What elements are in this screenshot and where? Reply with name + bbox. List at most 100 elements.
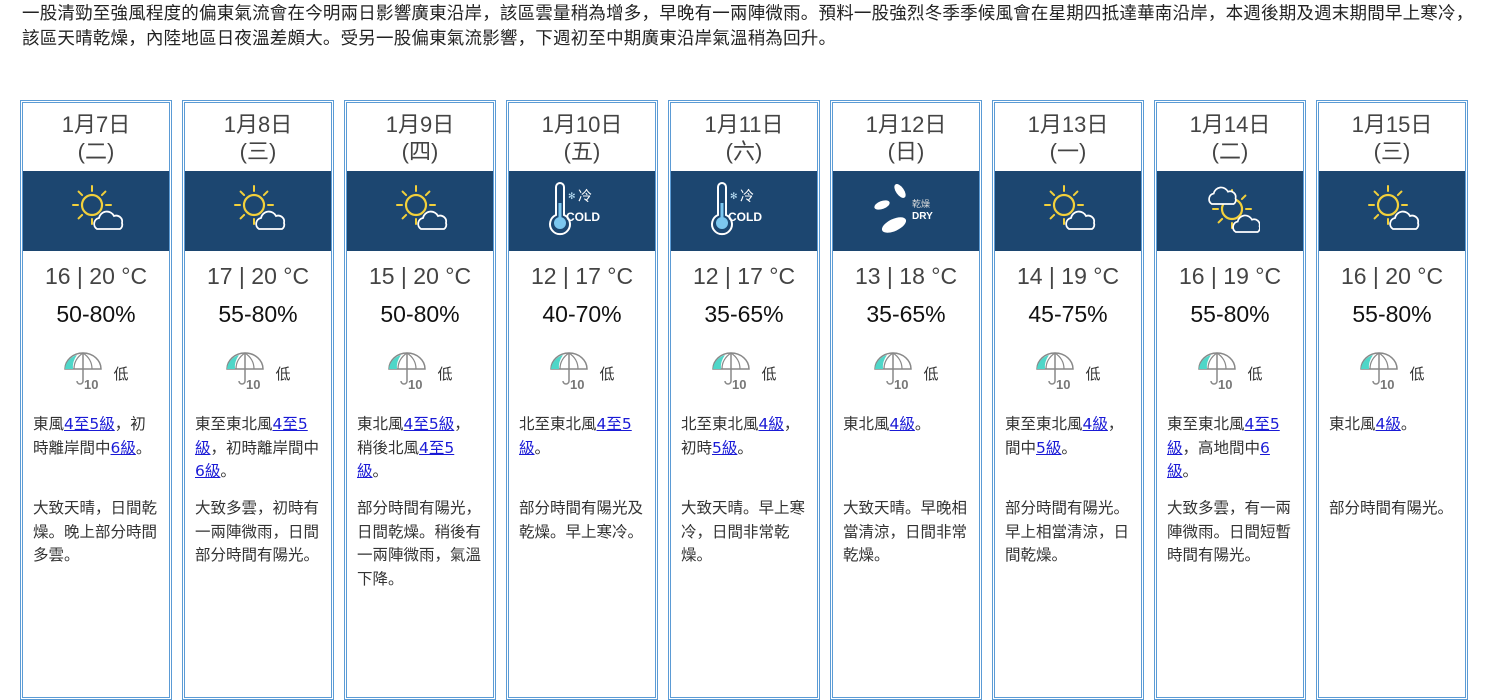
wind-text: 東至東北風 bbox=[1167, 415, 1245, 433]
date-label: 1月11日 bbox=[704, 112, 784, 137]
wind-force-link[interactable]: 6級 bbox=[110, 438, 136, 457]
umbrella-icon: 10 bbox=[387, 351, 431, 395]
psr-level: 低 bbox=[1247, 364, 1263, 383]
umbrella-icon: 10 bbox=[873, 351, 917, 395]
forecast-date: 1月11日 (六) bbox=[671, 103, 817, 171]
svg-text:10: 10 bbox=[1380, 377, 1394, 391]
psr-level: 低 bbox=[113, 364, 129, 383]
forecast-day-card: 1月10日 (五) ✻ 冷 COLD 12 | 17 °C 40-70% 10 低 北至… bbox=[506, 100, 658, 700]
wind-text: 。 bbox=[372, 462, 389, 480]
forecast-summary: 一股清勁至強風程度的偏東氣流會在今明兩日影響廣東沿岸，該區雲量稍為增多，早晚有一… bbox=[22, 4, 1474, 49]
svg-text:10: 10 bbox=[408, 377, 422, 391]
svg-text:COLD: COLD bbox=[728, 210, 762, 224]
wind-force-link[interactable]: 4至5級 bbox=[403, 415, 455, 433]
wind-text: ，初時 bbox=[681, 415, 800, 457]
temperature-range: 12 | 17 °C bbox=[692, 263, 796, 289]
weekday-label: (一) bbox=[1049, 139, 1087, 164]
humidity-range: 55-80% bbox=[1190, 301, 1270, 327]
rain-probability: 10 低 bbox=[1319, 351, 1465, 395]
wind-force-link[interactable]: 4級 bbox=[889, 415, 915, 433]
sunny-periods-icon bbox=[228, 179, 288, 243]
rain-probability: 10 低 bbox=[185, 351, 331, 395]
forecast-date: 1月13日 (一) bbox=[995, 103, 1141, 171]
mostly-cloudy-icon bbox=[1200, 179, 1261, 243]
weather-icon-band bbox=[1157, 171, 1303, 251]
humidity-range: 55-80% bbox=[218, 301, 298, 327]
forecast-day-card: 1月8日 (三) 17 | 20 °C 55-80% 10 低 東至東北風4至5級，… bbox=[182, 100, 334, 700]
forecast-day-card: 1月13日 (一) 14 | 19 °C 45-75% 10 低 東至東北風4級，間… bbox=[992, 100, 1144, 700]
temperature-range: 16 | 20 °C bbox=[44, 263, 148, 289]
wind-force-link[interactable]: 4至5級 bbox=[64, 415, 115, 433]
wind-text: ，初時離岸間中 bbox=[210, 438, 320, 457]
rain-probability: 10 低 bbox=[1157, 351, 1303, 395]
date-label: 1月10日 bbox=[541, 112, 623, 137]
weather-description: 部分時間有陽光。早上相當清涼，日間乾燥。 bbox=[1005, 499, 1130, 564]
svg-text:10: 10 bbox=[732, 377, 746, 391]
wind-text: 東風 bbox=[33, 415, 65, 433]
umbrella-icon: 10 bbox=[1359, 351, 1403, 395]
wind-forecast: 北至東北風4至5級。 bbox=[519, 413, 647, 485]
umbrella-icon: 10 bbox=[549, 351, 593, 395]
svg-text:10: 10 bbox=[570, 377, 584, 391]
wind-force-link[interactable]: 4級 bbox=[758, 415, 784, 433]
weather-icon-band bbox=[995, 171, 1141, 251]
psr-level: 低 bbox=[275, 364, 291, 383]
wind-text: 東北風 bbox=[357, 415, 404, 433]
wind-force-link[interactable]: 4至5級 bbox=[1167, 415, 1280, 457]
weekday-label: (三) bbox=[1373, 139, 1411, 164]
date-label: 1月15日 bbox=[1351, 112, 1433, 137]
wind-forecast: 東北風4級。 bbox=[1329, 413, 1457, 485]
psr-level: 低 bbox=[1409, 364, 1425, 383]
forecast-day-card: 1月15日 (三) 16 | 20 °C 55-80% 10 低 東北風4級。 部分… bbox=[1316, 100, 1468, 700]
wind-text: 東至東北風 bbox=[1005, 415, 1083, 433]
umbrella-icon: 10 bbox=[1197, 351, 1241, 395]
date-label: 1月7日 bbox=[61, 112, 131, 137]
wind-force-link[interactable]: 5級 bbox=[1036, 438, 1062, 457]
svg-text:10: 10 bbox=[84, 377, 98, 391]
wind-forecast: 東北風4級。 bbox=[843, 413, 971, 485]
sunny-periods-icon bbox=[1362, 179, 1422, 243]
rain-probability: 10 低 bbox=[833, 351, 979, 395]
wind-forecast: 北至東北風4級，初時5級。 bbox=[681, 413, 809, 485]
weather-description: 部分時間有陽光。 bbox=[1329, 499, 1454, 517]
wind-text: 。 bbox=[1061, 438, 1077, 457]
wind-text: 東北風 bbox=[843, 415, 890, 433]
wind-text: 。 bbox=[534, 438, 551, 457]
wind-force-link[interactable]: 4至5級 bbox=[195, 415, 308, 457]
svg-text:DRY: DRY bbox=[912, 211, 933, 222]
svg-text:✻: ✻ bbox=[568, 192, 576, 202]
wind-text: 北至東北風 bbox=[519, 415, 597, 433]
weather-description: 大致多雲，初時有一兩陣微雨，日間部分時間有陽光。 bbox=[195, 499, 320, 564]
rain-probability: 10 低 bbox=[23, 351, 169, 395]
forecast-day-card: 1月11日 (六) ✻ 冷 COLD 12 | 17 °C 35-65% 10 低 北至… bbox=[668, 100, 820, 700]
wind-text: 。 bbox=[220, 462, 236, 480]
wind-force-link[interactable]: 5級 bbox=[712, 438, 738, 457]
humidity-range: 55-80% bbox=[1352, 301, 1432, 327]
humidity-range: 35-65% bbox=[866, 301, 946, 327]
umbrella-icon: 10 bbox=[225, 351, 269, 395]
wind-force-link[interactable]: 6級 bbox=[1167, 438, 1270, 481]
wind-text: 。 bbox=[914, 415, 931, 433]
svg-text:10: 10 bbox=[1218, 377, 1232, 391]
humidity-range: 50-80% bbox=[380, 301, 460, 327]
wind-text: ，稍後北風 bbox=[357, 415, 470, 457]
wind-force-link[interactable]: 6級 bbox=[195, 462, 221, 480]
wind-force-link[interactable]: 4至5級 bbox=[519, 415, 632, 457]
temperature-range: 15 | 20 °C bbox=[368, 263, 472, 289]
wind-forecast: 東風4至5級，初時離岸間中6級。 bbox=[33, 413, 161, 485]
wind-force-link[interactable]: 4級 bbox=[1375, 415, 1401, 433]
umbrella-icon: 10 bbox=[63, 351, 107, 395]
wind-force-link[interactable]: 4至5級 bbox=[357, 438, 455, 481]
sunny-periods-icon bbox=[390, 179, 450, 243]
forecast-date: 1月9日 (四) bbox=[347, 103, 493, 171]
psr-level: 低 bbox=[437, 364, 453, 383]
weather-icon-band: ✻ 冷 COLD bbox=[509, 171, 655, 251]
temperature-range: 16 | 20 °C bbox=[1340, 263, 1444, 289]
wind-text: 。 bbox=[135, 438, 152, 457]
weekday-label: (日) bbox=[887, 139, 925, 164]
temperature-range: 13 | 18 °C bbox=[854, 263, 958, 289]
rain-probability: 10 低 bbox=[671, 352, 817, 393]
wind-force-link[interactable]: 4級 bbox=[1082, 415, 1108, 433]
weekday-label: (六) bbox=[725, 139, 763, 164]
umbrella-icon: 10 bbox=[1035, 351, 1079, 395]
